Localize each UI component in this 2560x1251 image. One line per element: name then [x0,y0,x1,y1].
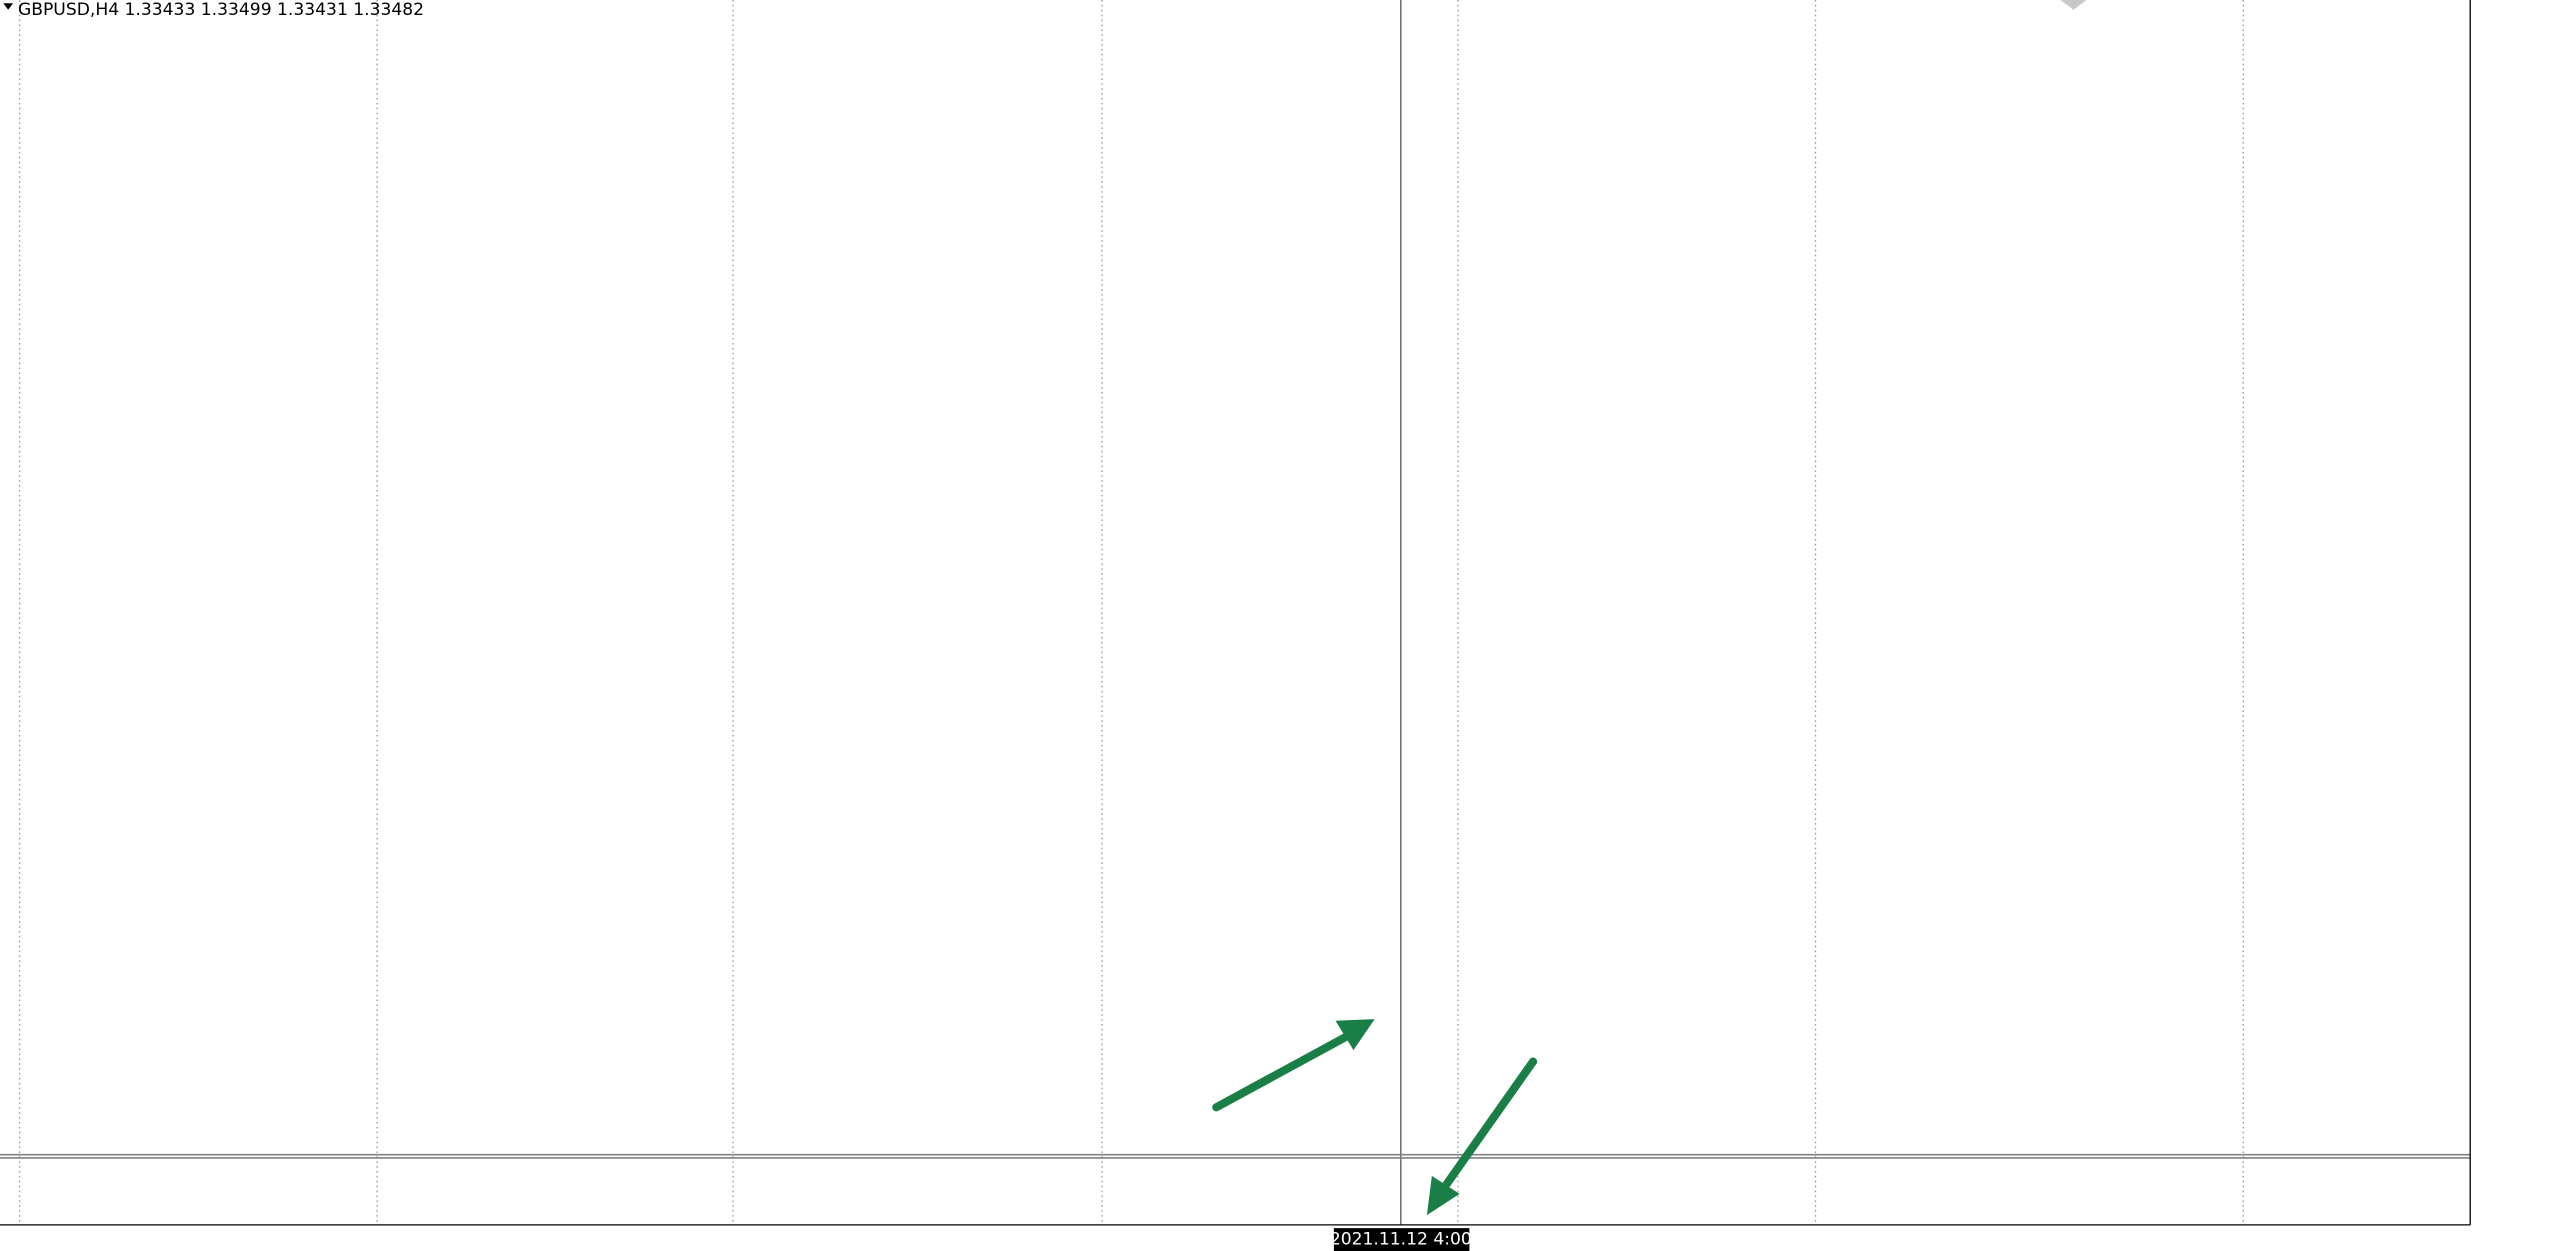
arrow-head [1335,1019,1375,1051]
chart-title: GBPUSD,H4 1.33433 1.33499 1.33431 1.3348… [18,0,424,20]
arrow-head [1426,1175,1460,1216]
crosshair-time-label: 2021.11.12 4:00 [1330,1230,1472,1250]
annotation-arrow [1212,1019,1538,1216]
symbol-menu-icon [3,3,14,10]
crosshair-time-box [1333,1228,1470,1251]
arrow-shaft [1212,1031,1353,1112]
time-grid [18,0,2244,1225]
marker-icon [2060,0,2087,10]
arrow-shaft [1439,1057,1538,1194]
